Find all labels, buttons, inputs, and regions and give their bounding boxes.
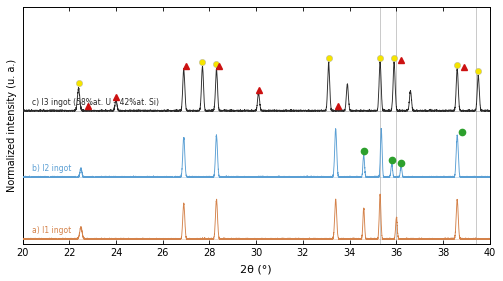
Text: b) I2 ingot: b) I2 ingot [32,164,71,173]
X-axis label: 2θ (°): 2θ (°) [240,264,272,274]
Text: c) I3 ingot (58%at. U – 42%at. Si): c) I3 ingot (58%at. U – 42%at. Si) [32,98,159,107]
Text: a) I1 ingot: a) I1 ingot [32,226,71,235]
Y-axis label: Normalized intensity (u. a.): Normalized intensity (u. a.) [7,59,17,192]
